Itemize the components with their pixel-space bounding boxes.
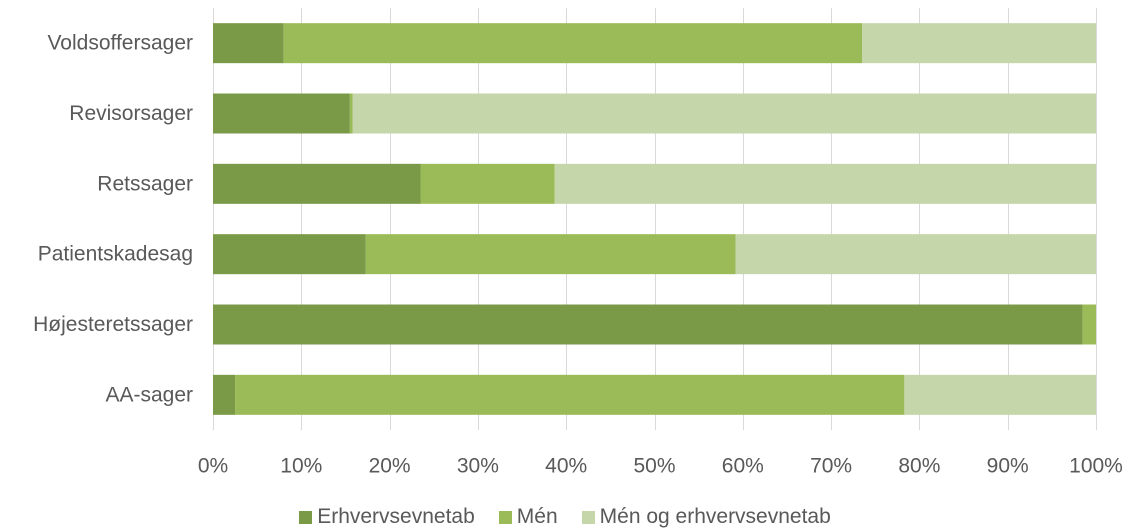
legend-label-men: Mén — [516, 505, 558, 528]
x-tick-label-60: 60% — [722, 455, 764, 478]
legend: Erhvervsevnetab Mén Mén og erhvervsevnet… — [0, 505, 1130, 529]
bar-patientskadesag-men-og-erhvervsevnetab — [735, 234, 1096, 275]
x-tick-label-90: 90% — [987, 455, 1029, 478]
bar-patientskadesag-men — [365, 234, 736, 275]
bar-hojesteretssager-erhvervsevnetab — [213, 304, 1083, 345]
bar-voldsoffersager-erhvervsevnetab — [213, 23, 284, 64]
x-tick-label-10: 10% — [280, 455, 322, 478]
bar-aa-sager-men-og-erhvervsevnetab — [904, 374, 1096, 415]
bar-hojesteretssager-men — [1082, 304, 1096, 345]
category-label-patientskadesag: Patientskadesag — [38, 243, 193, 266]
bar-voldsoffersager-men — [283, 23, 863, 64]
bar-revisorsager-men — [349, 93, 353, 134]
x-tick-label-80: 80% — [898, 455, 940, 478]
x-tick-label-70: 70% — [810, 455, 852, 478]
legend-label-men-og-erhvervsevnetab: Mén og erhvervsevnetab — [599, 505, 831, 528]
x-tick-label-30: 30% — [457, 455, 499, 478]
x-tick-label-20: 20% — [369, 455, 411, 478]
bar-patientskadesag-erhvervsevnetab — [213, 234, 366, 275]
x-tick-label-0: 0% — [198, 455, 228, 478]
legend-swatch-erhvervsevnetab — [299, 510, 313, 524]
bar-aa-sager-erhvervsevnetab — [213, 374, 236, 415]
category-label-voldsoffersager: Voldsoffersager — [47, 32, 193, 55]
legend-swatch-men — [498, 510, 512, 524]
bars — [213, 23, 1096, 415]
bar-retssager-men-og-erhvervsevnetab — [554, 163, 1096, 204]
legend-swatch-men-og-erhvervsevnetab — [581, 510, 595, 524]
x-tick-label-100: 100% — [1069, 455, 1123, 478]
bar-aa-sager-men — [235, 374, 905, 415]
category-label-retssager: Retssager — [97, 172, 193, 195]
x-tick-label-40: 40% — [545, 455, 587, 478]
gridlines — [213, 8, 1097, 430]
legend-label-erhvervsevnetab: Erhvervsevnetab — [317, 505, 475, 528]
legend-item-erhvervsevnetab: Erhvervsevnetab — [299, 505, 475, 529]
category-label-aa-sager: AA-sager — [105, 383, 193, 406]
x-tick-labels: 0% 10% 20% 30% 40% 50% 60% 70% 80% 90% 100% — [198, 455, 1123, 478]
x-tick-label-50: 50% — [633, 455, 675, 478]
bar-revisorsager-men-og-erhvervsevnetab — [352, 93, 1096, 134]
bar-retssager-men — [420, 163, 555, 204]
legend-item-men-og-erhvervsevnetab: Mén og erhvervsevnetab — [581, 505, 831, 529]
category-labels: Voldsoffersager Revisorsager Retssager Pati… — [33, 32, 193, 407]
bar-revisorsager-erhvervsevnetab — [213, 93, 350, 134]
legend-item-men: Mén — [498, 505, 558, 529]
bar-voldsoffersager-men-og-erhvervsevnetab — [862, 23, 1096, 64]
category-label-hojesteretssager: Højesteretssager — [33, 313, 193, 336]
bar-retssager-erhvervsevnetab — [213, 163, 421, 204]
category-label-revisorsager: Revisorsager — [69, 102, 193, 125]
